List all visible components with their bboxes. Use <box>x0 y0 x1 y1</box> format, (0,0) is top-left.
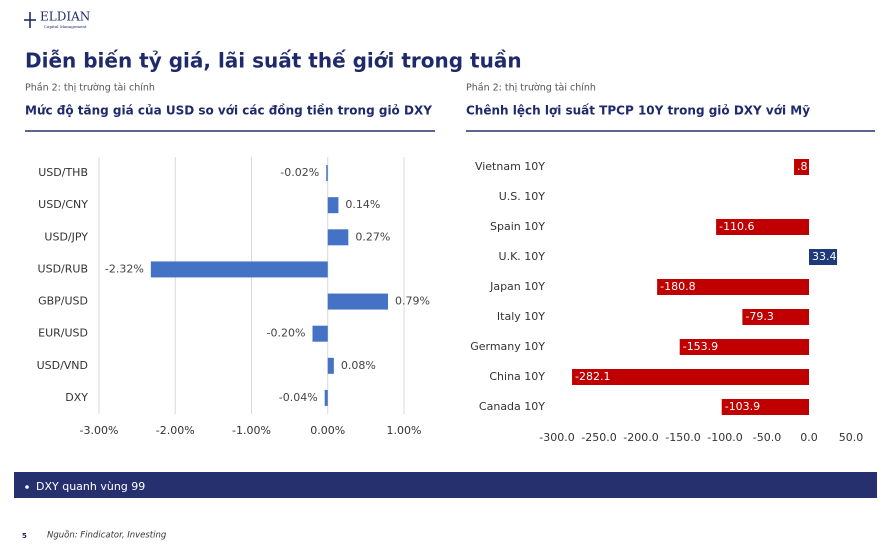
x-tick-label: 0.0 <box>800 431 818 444</box>
value-label: 0.27% <box>355 230 390 243</box>
page-number: 5 <box>22 532 27 540</box>
bullet-text: DXY quanh vùng 99 <box>36 480 145 493</box>
bar <box>657 279 809 295</box>
bar <box>327 229 349 246</box>
value-label: .8 <box>797 160 808 173</box>
x-tick-label: -250.0 <box>581 431 616 444</box>
value-label: -2.32% <box>105 262 144 275</box>
value-label: 0.08% <box>341 359 376 372</box>
value-label: 0.14% <box>345 198 380 211</box>
value-label: 33.4 <box>812 250 837 263</box>
bar <box>716 219 809 235</box>
y-tick-label: EUR/USD <box>38 327 88 340</box>
y-tick-label: U.K. 10Y <box>499 250 546 263</box>
value-label: -180.8 <box>660 280 695 293</box>
value-label: -103.9 <box>725 400 760 413</box>
y-tick-label: Canada 10Y <box>479 400 545 413</box>
x-tick-label: -150.0 <box>665 431 700 444</box>
x-tick-label: 50.0 <box>839 431 864 444</box>
value-label: -0.02% <box>280 166 319 179</box>
value-label: -79.3 <box>745 310 773 323</box>
logo-sub: Capital Management <box>44 24 87 29</box>
value-label: -0.04% <box>279 391 318 404</box>
x-tick-label: -200.0 <box>623 431 658 444</box>
y-tick-label: U.S. 10Y <box>499 190 546 203</box>
y-tick-label: USD/CNY <box>38 198 88 211</box>
section-label: Phần 2: thị trường tài chính <box>25 83 155 94</box>
x-tick-label: 0.00% <box>310 424 345 437</box>
y-tick-label: Germany 10Y <box>470 340 545 353</box>
y-tick-label: USD/THB <box>38 166 88 179</box>
slide-title: Diễn biến tỷ giá, lãi suất thế giới tron… <box>25 49 522 73</box>
x-tick-label: -1.00% <box>232 424 271 437</box>
y-tick-label: China 10Y <box>489 370 545 383</box>
x-tick-label: -300.0 <box>539 431 574 444</box>
x-tick-label: -50.0 <box>753 431 781 444</box>
bar <box>326 165 328 182</box>
x-tick-label: 1.00% <box>387 424 422 437</box>
bar <box>809 249 838 265</box>
bar <box>150 261 328 278</box>
source: Nguồn: Findicator, Investing <box>47 530 167 541</box>
bar <box>327 293 388 310</box>
section-label: Phần 2: thị trường tài chính <box>466 83 596 94</box>
bar <box>572 369 809 385</box>
y-tick-label: USD/VND <box>37 359 88 372</box>
x-tick-label: -3.00% <box>80 424 119 437</box>
y-tick-label: USD/JPY <box>44 230 88 243</box>
y-tick-label: USD/RUB <box>38 262 88 275</box>
value-label: 0.79% <box>395 295 430 308</box>
x-tick-label: -100.0 <box>707 431 742 444</box>
chart-title: Mức độ tăng giá của USD so với các đồng … <box>25 104 432 118</box>
bar <box>794 159 809 175</box>
bar <box>327 357 334 374</box>
value-label: -153.9 <box>683 340 718 353</box>
chart-title: Chênh lệch lợi suất TPCP 10Y trong giỏ D… <box>466 104 810 118</box>
y-tick-label: GBP/USD <box>38 295 88 308</box>
y-tick-label: DXY <box>65 391 88 404</box>
logo-icon <box>24 12 36 28</box>
value-label: -0.20% <box>267 327 306 340</box>
value-label: -110.6 <box>719 220 754 233</box>
bar <box>721 399 809 415</box>
x-tick-label: -2.00% <box>156 424 195 437</box>
bar <box>327 197 339 214</box>
y-tick-label: Vietnam 10Y <box>475 160 545 173</box>
bar <box>312 325 328 342</box>
logo: ELDIAN <box>40 10 90 24</box>
bar <box>679 339 809 355</box>
value-label: -282.1 <box>575 370 610 383</box>
y-tick-label: Japan 10Y <box>489 280 545 293</box>
bar <box>742 309 809 325</box>
y-tick-label: Spain 10Y <box>490 220 545 233</box>
y-tick-label: Italy 10Y <box>497 310 545 323</box>
bullet-band <box>14 472 877 498</box>
bullet-dot <box>25 485 29 489</box>
bar <box>324 389 328 406</box>
